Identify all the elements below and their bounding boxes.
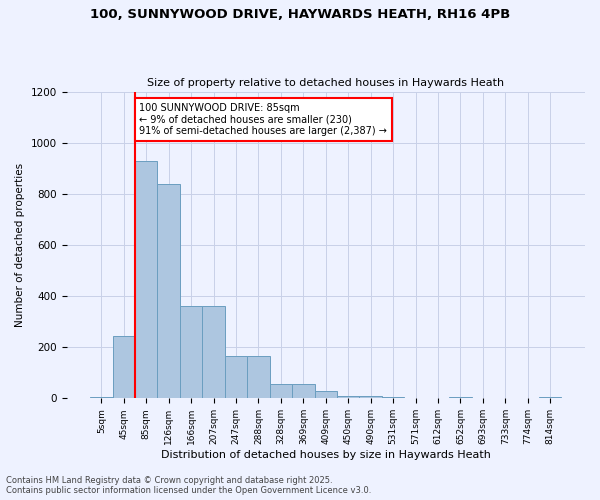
Bar xyxy=(382,397,404,398)
Bar xyxy=(269,384,292,398)
Bar xyxy=(180,306,202,398)
Bar xyxy=(337,396,359,398)
Bar xyxy=(449,397,472,398)
Bar xyxy=(202,306,225,398)
Bar xyxy=(135,160,157,398)
Title: Size of property relative to detached houses in Haywards Heath: Size of property relative to detached ho… xyxy=(147,78,505,88)
X-axis label: Distribution of detached houses by size in Haywards Heath: Distribution of detached houses by size … xyxy=(161,450,491,460)
Text: 100 SUNNYWOOD DRIVE: 85sqm
← 9% of detached houses are smaller (230)
91% of semi: 100 SUNNYWOOD DRIVE: 85sqm ← 9% of detac… xyxy=(139,103,388,136)
Bar xyxy=(157,184,180,398)
Bar xyxy=(225,356,247,399)
Bar xyxy=(292,384,314,398)
Text: 100, SUNNYWOOD DRIVE, HAYWARDS HEATH, RH16 4PB: 100, SUNNYWOOD DRIVE, HAYWARDS HEATH, RH… xyxy=(90,8,510,20)
Bar xyxy=(247,356,269,399)
Bar xyxy=(113,336,135,398)
Bar xyxy=(539,397,562,398)
Text: Contains HM Land Registry data © Crown copyright and database right 2025.
Contai: Contains HM Land Registry data © Crown c… xyxy=(6,476,371,495)
Y-axis label: Number of detached properties: Number of detached properties xyxy=(15,163,25,327)
Bar xyxy=(314,390,337,398)
Bar xyxy=(90,397,113,398)
Bar xyxy=(359,396,382,398)
